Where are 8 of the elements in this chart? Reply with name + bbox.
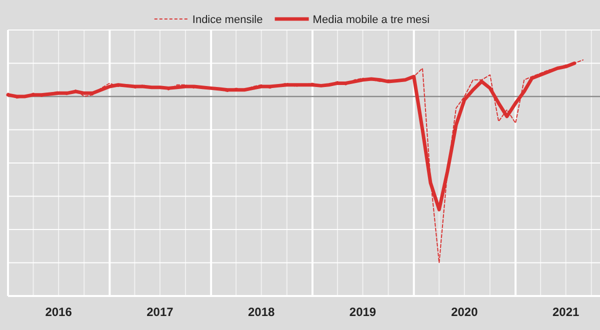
x-tick-label: 2021	[552, 305, 580, 319]
x-tick-label: 2018	[248, 305, 276, 319]
legend-label: Indice mensile	[192, 14, 263, 26]
x-tick-label: 2020	[451, 305, 478, 319]
legend-label: Media mobile a tre mesi	[312, 14, 430, 26]
x-tick-label: 2017	[146, 305, 174, 319]
x-tick-label: 2016	[45, 305, 72, 319]
x-tick-label: 2019	[349, 305, 376, 319]
